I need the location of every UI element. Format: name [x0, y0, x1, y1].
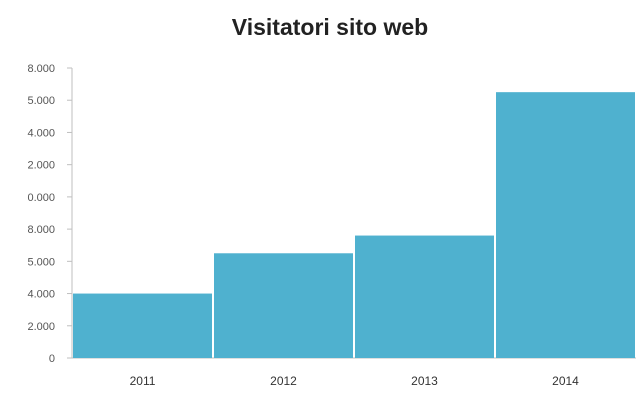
y-tick-label: 8.000 — [27, 224, 55, 236]
y-tick-label: 4.000 — [27, 127, 55, 139]
y-tick-label: 8.000 — [27, 63, 55, 75]
y-tick-label: 2.000 — [27, 321, 55, 333]
bar-2013 — [355, 235, 494, 358]
y-tick-label: 5.000 — [27, 256, 55, 268]
bar-2011 — [73, 293, 212, 358]
bar-2014 — [496, 92, 635, 359]
y-tick-label: 5.000 — [27, 95, 55, 107]
y-tick-label: 0 — [49, 353, 55, 365]
bar-2012 — [214, 253, 353, 358]
labels-layer: 0 2.000 4.000 5.000 8.000 0.000 2.000 4.000 5.00… — [27, 63, 579, 388]
x-tick-label: 2012 — [270, 374, 297, 388]
x-tick-label: 2014 — [552, 374, 579, 388]
x-tick-label: 2013 — [411, 374, 438, 388]
x-tick-label: 2011 — [130, 374, 156, 388]
bars-layer — [73, 92, 635, 359]
y-tick-label: 4.000 — [27, 289, 55, 301]
y-tick-label: 0.000 — [27, 192, 55, 204]
y-tick-label: 2.000 — [27, 160, 55, 172]
chart-title: Visitatori sito web — [231, 14, 429, 40]
